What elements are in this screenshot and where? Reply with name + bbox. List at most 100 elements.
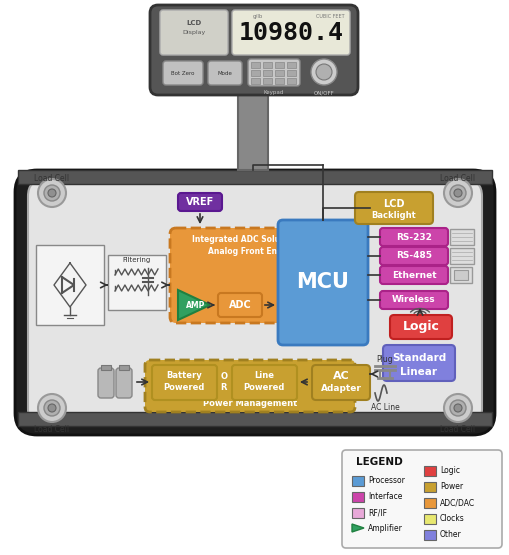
Bar	[274, 78, 284, 84]
Bar	[453, 270, 467, 280]
Text: Amplifier: Amplifier	[367, 524, 402, 533]
Circle shape	[449, 400, 465, 416]
Bar	[263, 70, 271, 76]
Text: Linear: Linear	[400, 367, 437, 377]
Text: Standard: Standard	[391, 353, 445, 363]
Text: Processor: Processor	[367, 477, 404, 486]
FancyBboxPatch shape	[247, 59, 299, 86]
Bar	[449, 267, 471, 283]
Text: LEGEND: LEGEND	[355, 457, 402, 467]
Text: Powered: Powered	[243, 384, 284, 392]
Text: Backlight: Backlight	[371, 211, 415, 220]
Text: RS-232: RS-232	[395, 233, 431, 241]
Bar	[18, 412, 491, 426]
Circle shape	[38, 179, 66, 207]
Bar	[287, 62, 295, 68]
FancyBboxPatch shape	[232, 10, 349, 55]
Bar	[449, 229, 473, 245]
FancyBboxPatch shape	[232, 365, 296, 400]
Text: CUBIC FEET: CUBIC FEET	[315, 13, 344, 18]
Circle shape	[453, 189, 461, 197]
Bar	[423, 514, 435, 524]
FancyBboxPatch shape	[145, 360, 354, 412]
Text: ADC: ADC	[228, 300, 251, 310]
Bar	[351, 492, 363, 502]
FancyBboxPatch shape	[208, 61, 242, 85]
FancyBboxPatch shape	[178, 193, 221, 211]
Bar	[108, 255, 165, 310]
Bar	[274, 62, 284, 68]
Text: AC Line: AC Line	[370, 403, 399, 412]
Polygon shape	[178, 290, 210, 320]
Text: Wireless: Wireless	[391, 295, 435, 305]
Circle shape	[44, 185, 60, 201]
Text: g/lb: g/lb	[252, 13, 263, 18]
FancyBboxPatch shape	[150, 5, 357, 95]
Text: RS-485: RS-485	[395, 251, 431, 260]
FancyBboxPatch shape	[342, 450, 501, 548]
FancyBboxPatch shape	[379, 291, 447, 309]
FancyBboxPatch shape	[28, 180, 481, 425]
Bar	[250, 78, 260, 84]
Text: Display: Display	[182, 29, 205, 34]
Text: Load Cell: Load Cell	[35, 425, 69, 434]
FancyBboxPatch shape	[389, 315, 451, 339]
Text: Power: Power	[439, 482, 462, 492]
FancyBboxPatch shape	[382, 345, 454, 381]
Polygon shape	[351, 524, 363, 532]
Text: Ethernet: Ethernet	[391, 270, 436, 280]
Text: MCU: MCU	[296, 273, 349, 292]
Bar	[119, 365, 129, 370]
Text: 10980.4: 10980.4	[238, 21, 343, 45]
Bar	[18, 170, 491, 184]
FancyBboxPatch shape	[354, 192, 432, 224]
Text: Keypad: Keypad	[263, 90, 284, 95]
Text: Line: Line	[253, 371, 273, 381]
FancyBboxPatch shape	[217, 293, 262, 317]
Text: Load Cell: Load Cell	[440, 174, 474, 183]
Text: AC: AC	[332, 371, 349, 381]
Circle shape	[48, 404, 56, 412]
Text: ON/OFF: ON/OFF	[313, 90, 334, 95]
Text: Plug: Plug	[376, 356, 392, 365]
FancyBboxPatch shape	[116, 368, 132, 398]
FancyBboxPatch shape	[379, 247, 447, 265]
Bar	[250, 70, 260, 76]
Text: Integrated ADC Solution: Integrated ADC Solution	[192, 235, 297, 245]
Text: Adapter: Adapter	[320, 385, 361, 393]
Text: ADC/DAC: ADC/DAC	[439, 498, 474, 507]
Bar	[449, 248, 473, 264]
FancyBboxPatch shape	[163, 61, 203, 85]
FancyBboxPatch shape	[152, 365, 216, 400]
Text: Interface: Interface	[367, 492, 402, 502]
Text: Powered: Powered	[163, 384, 204, 392]
FancyBboxPatch shape	[15, 170, 494, 435]
Text: Filtering: Filtering	[123, 257, 151, 263]
FancyBboxPatch shape	[277, 220, 367, 345]
Bar	[250, 62, 260, 68]
Bar	[36, 245, 104, 325]
FancyBboxPatch shape	[312, 365, 369, 400]
Text: Analog Front End: Analog Front End	[207, 248, 282, 256]
Text: Logic: Logic	[439, 467, 459, 476]
FancyBboxPatch shape	[379, 266, 447, 284]
Circle shape	[316, 64, 331, 80]
Circle shape	[310, 59, 336, 85]
Text: LCD: LCD	[382, 199, 404, 209]
Bar	[423, 466, 435, 476]
Bar	[238, 90, 267, 170]
Text: Battery: Battery	[166, 371, 202, 381]
Text: Mode: Mode	[217, 70, 232, 75]
FancyBboxPatch shape	[169, 228, 319, 323]
Bar	[263, 62, 271, 68]
Bar	[423, 498, 435, 508]
Circle shape	[44, 400, 60, 416]
Bar	[351, 508, 363, 518]
Circle shape	[443, 394, 471, 422]
Text: Clocks: Clocks	[439, 514, 464, 523]
Circle shape	[449, 185, 465, 201]
Text: VREF: VREF	[185, 197, 214, 207]
Text: RF/IF: RF/IF	[367, 508, 386, 517]
Text: Power Management: Power Management	[203, 400, 297, 408]
Text: Load Cell: Load Cell	[440, 425, 474, 434]
